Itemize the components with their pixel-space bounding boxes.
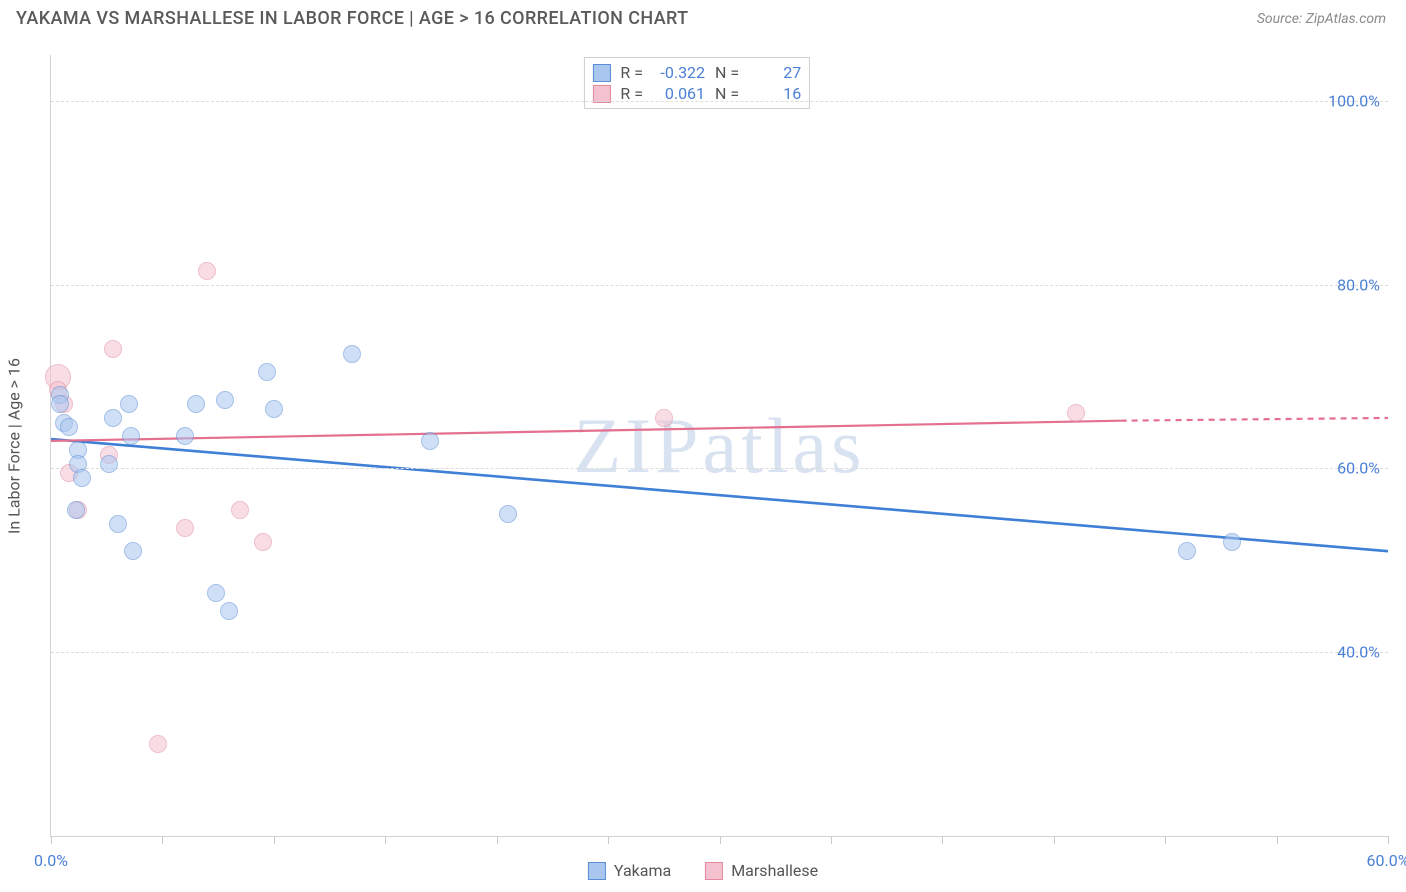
swatch-icon [588, 862, 606, 880]
data-point-marshallese [254, 533, 272, 551]
gridline [51, 101, 1388, 102]
r-value-yakama: -0.322 [653, 63, 705, 82]
x-tick [720, 836, 721, 844]
swatch-icon [592, 85, 610, 103]
chart-title: YAKAMA VS MARSHALLESE IN LABOR FORCE | A… [16, 8, 689, 29]
data-point-yakama [100, 455, 118, 473]
watermark: ZIPatlas [574, 401, 866, 491]
y-tick-label: 60.0% [1337, 459, 1380, 478]
x-tick-label: 60.0% [1367, 851, 1406, 870]
x-tick [1054, 836, 1055, 844]
data-point-marshallese [655, 409, 673, 427]
data-point-yakama [109, 515, 127, 533]
data-point-yakama [421, 432, 439, 450]
data-point-yakama [265, 400, 283, 418]
y-tick-label: 40.0% [1337, 643, 1380, 662]
n-value-yakama: 27 [749, 63, 801, 82]
x-tick [831, 836, 832, 844]
x-tick [497, 836, 498, 844]
x-tick [1388, 836, 1389, 844]
gridline [51, 468, 1388, 469]
data-point-yakama [216, 391, 234, 409]
data-point-yakama [67, 501, 85, 519]
y-tick-label: 80.0% [1337, 275, 1380, 294]
data-point-yakama [176, 427, 194, 445]
data-point-yakama [187, 395, 205, 413]
x-tick [608, 836, 609, 844]
gridline [51, 285, 1388, 286]
data-point-yakama [220, 602, 238, 620]
stats-row-yakama: R = -0.322 N = 27 [590, 62, 803, 83]
data-point-yakama [73, 469, 91, 487]
y-axis-title: In Labor Force | Age > 16 [5, 358, 24, 534]
data-point-yakama [124, 542, 142, 560]
x-tick [385, 836, 386, 844]
data-point-marshallese [149, 735, 167, 753]
legend-item-marshallese: Marshallese [705, 861, 818, 880]
y-tick-label: 100.0% [1328, 91, 1380, 110]
data-point-marshallese [231, 501, 249, 519]
x-tick [942, 836, 943, 844]
plot-area: ZIPatlas R = -0.322 N = 27 R = 0.061 N =… [50, 55, 1388, 837]
r-label: R = [620, 63, 643, 82]
legend-item-yakama: Yakama [588, 861, 671, 880]
data-point-yakama [258, 363, 276, 381]
data-point-marshallese [1067, 404, 1085, 422]
data-point-yakama [60, 418, 78, 436]
x-tick [1165, 836, 1166, 844]
data-point-marshallese [104, 340, 122, 358]
gridline [51, 652, 1388, 653]
x-tick-label: 0.0% [34, 851, 68, 870]
chart-source: Source: ZipAtlas.com [1257, 11, 1386, 27]
data-point-yakama [51, 395, 69, 413]
x-tick [162, 836, 163, 844]
data-point-yakama [120, 395, 138, 413]
legend-label-marshallese: Marshallese [731, 861, 818, 880]
swatch-icon [592, 64, 610, 82]
data-point-yakama [104, 409, 122, 427]
data-point-yakama [343, 345, 361, 363]
x-tick [274, 836, 275, 844]
data-point-yakama [499, 505, 517, 523]
data-point-yakama [122, 427, 140, 445]
data-point-yakama [207, 584, 225, 602]
n-label: N = [715, 63, 739, 82]
bottom-legend: Yakama Marshallese [588, 861, 818, 880]
data-point-marshallese [198, 262, 216, 280]
data-point-yakama [1223, 533, 1241, 551]
data-point-marshallese [176, 519, 194, 537]
swatch-icon [705, 862, 723, 880]
legend-label-yakama: Yakama [614, 861, 671, 880]
x-tick [1277, 836, 1278, 844]
data-point-yakama [1178, 542, 1196, 560]
x-tick [51, 836, 52, 844]
